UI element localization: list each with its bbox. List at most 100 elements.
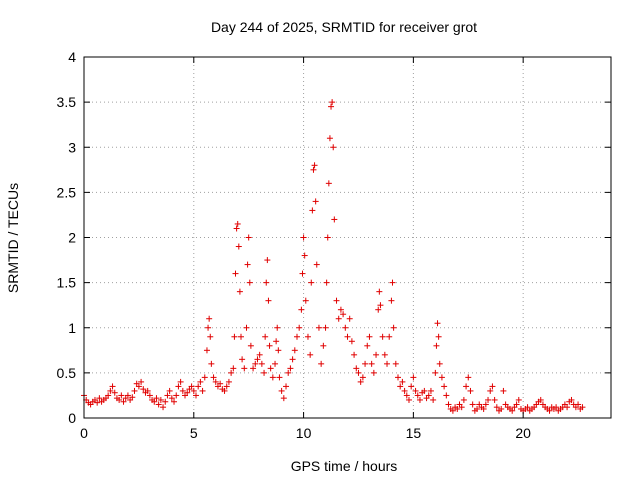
data-point xyxy=(465,374,472,381)
data-point xyxy=(344,333,351,340)
data-point xyxy=(500,387,507,394)
data-point xyxy=(491,396,498,403)
data-point xyxy=(427,387,434,394)
data-point xyxy=(432,369,439,376)
data-point xyxy=(390,324,397,331)
data-point xyxy=(116,396,123,403)
data-point xyxy=(265,297,272,304)
data-point xyxy=(399,378,406,385)
data-point xyxy=(153,395,160,402)
data-point xyxy=(274,324,281,331)
data-point xyxy=(109,383,116,390)
data-point xyxy=(509,407,516,414)
data-point xyxy=(324,234,331,241)
data-point xyxy=(325,180,332,187)
data-point xyxy=(151,398,158,405)
data-point xyxy=(192,392,199,399)
data-point xyxy=(162,398,169,405)
data-point xyxy=(262,333,269,340)
data-point xyxy=(579,404,586,411)
data-point xyxy=(212,378,219,385)
data-point xyxy=(124,392,131,399)
data-point xyxy=(302,297,309,304)
data-point xyxy=(285,369,292,376)
data-point xyxy=(239,356,246,363)
data-point xyxy=(94,399,101,406)
data-point xyxy=(301,252,308,259)
data-point xyxy=(146,392,153,399)
data-point xyxy=(537,396,544,403)
data-point xyxy=(157,396,164,403)
data-point xyxy=(313,261,320,268)
data-point xyxy=(199,387,206,394)
data-point xyxy=(357,378,364,385)
data-point xyxy=(228,369,235,376)
data-point xyxy=(232,270,239,277)
data-point xyxy=(480,405,487,412)
data-point xyxy=(366,333,373,340)
data-point xyxy=(230,365,237,372)
data-point xyxy=(449,407,456,414)
data-point xyxy=(430,396,437,403)
data-point xyxy=(487,387,494,394)
data-point xyxy=(493,404,500,411)
data-point xyxy=(355,369,362,376)
data-point xyxy=(458,404,465,411)
data-point xyxy=(403,392,410,399)
data-point xyxy=(353,365,360,372)
data-point xyxy=(333,297,340,304)
data-point xyxy=(168,395,175,402)
data-point xyxy=(386,333,393,340)
data-point xyxy=(362,360,369,367)
data-point xyxy=(312,198,319,205)
data-point xyxy=(463,383,470,390)
data-point xyxy=(118,392,125,399)
data-point xyxy=(171,398,178,405)
data-point xyxy=(433,342,440,349)
data-point xyxy=(392,360,399,367)
data-point xyxy=(235,243,242,250)
data-point xyxy=(370,369,377,376)
data-point xyxy=(293,333,300,340)
data-point xyxy=(208,360,215,367)
data-point xyxy=(485,396,492,403)
data-point xyxy=(308,279,315,286)
chart-title: Day 244 of 2025, SRMTID for receiver gro… xyxy=(211,19,477,35)
x-tick-label: 20 xyxy=(515,425,531,441)
data-point xyxy=(298,306,305,313)
data-point xyxy=(264,257,271,264)
data-point xyxy=(131,387,138,394)
data-point xyxy=(173,392,180,399)
data-point xyxy=(310,166,317,173)
data-point xyxy=(364,342,371,349)
data-point xyxy=(166,387,173,394)
data-point xyxy=(269,374,276,381)
data-point xyxy=(405,396,412,403)
data-point xyxy=(177,378,184,385)
data-point xyxy=(245,234,252,241)
data-point xyxy=(326,135,333,142)
x-tick-label: 0 xyxy=(80,425,88,441)
data-point xyxy=(389,279,396,286)
data-point xyxy=(155,401,162,408)
data-point xyxy=(379,333,386,340)
data-point xyxy=(236,288,243,295)
data-point xyxy=(275,347,282,354)
data-point xyxy=(256,351,263,358)
data-point xyxy=(140,386,147,393)
y-axis-label: SRMTID / TECUs xyxy=(5,183,21,293)
data-point xyxy=(225,378,232,385)
data-point xyxy=(489,383,496,390)
data-point xyxy=(564,404,571,411)
data-point xyxy=(300,234,307,241)
data-point xyxy=(318,360,325,367)
x-tick-label: 5 xyxy=(190,425,198,441)
y-tick-label: 3 xyxy=(68,139,76,155)
data-point xyxy=(331,216,338,223)
data-point xyxy=(283,383,290,390)
data-point xyxy=(575,401,582,408)
data-point xyxy=(179,387,186,394)
y-tick-label: 0 xyxy=(68,410,76,426)
data-point xyxy=(513,401,520,408)
